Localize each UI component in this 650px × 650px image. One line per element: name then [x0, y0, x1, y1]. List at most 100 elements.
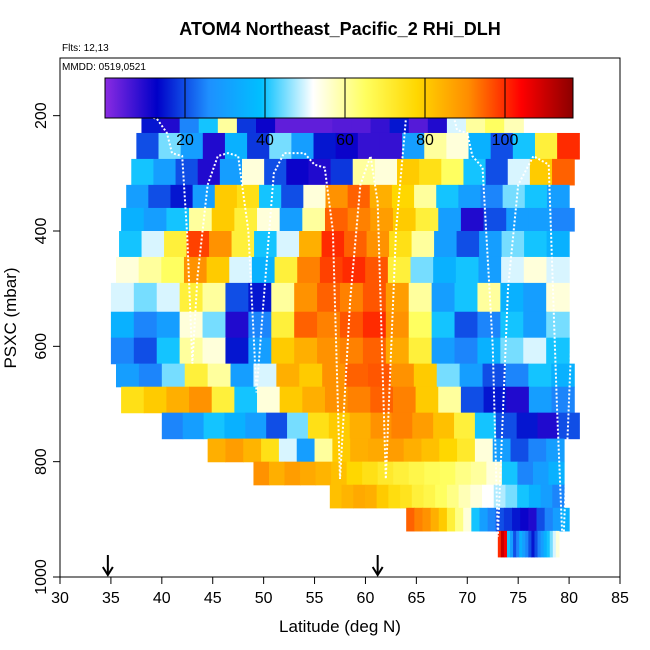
heatmap-cell [470, 461, 487, 486]
heatmap-cell [203, 412, 226, 440]
heatmap-cell [525, 530, 529, 558]
heatmap-cell [259, 184, 282, 209]
x-tick-label: 30 [51, 590, 69, 607]
heatmap-cell [454, 311, 479, 339]
heatmap-cell [264, 158, 287, 186]
heatmap-cell [460, 386, 485, 414]
heatmap-cell [503, 507, 513, 532]
heatmap-cell [189, 207, 213, 232]
heatmap-cell [268, 461, 286, 486]
heatmap-cell [299, 363, 323, 388]
heatmap-cell [433, 412, 455, 440]
heatmap-cell [294, 337, 318, 365]
heatmap-cell [482, 484, 495, 509]
heatmap-cell [436, 363, 461, 388]
heatmap-cell [324, 207, 349, 232]
heatmap-cell [369, 184, 393, 209]
chart-title: ATOM4 Northeast_Pacific_2 RHi_DLH [179, 19, 500, 39]
heatmap-cell [431, 311, 456, 339]
heatmap-cell [415, 207, 439, 232]
heatmap-cell [408, 115, 429, 134]
heatmap-cell [236, 115, 257, 134]
colorbar-tick-label: 100 [492, 132, 519, 149]
flights-text: Flts: 12,13 [62, 43, 109, 54]
heatmap-cell [253, 461, 270, 486]
x-tick-label: 40 [153, 590, 171, 607]
heatmap-cell [516, 412, 539, 440]
heatmap-cell [179, 337, 204, 365]
heatmap-cell [446, 484, 460, 509]
heatmap-cell [133, 282, 158, 313]
heatmap-cell [403, 438, 423, 463]
heatmap-cell [321, 231, 345, 258]
heatmap-cell [121, 386, 145, 414]
heatmap-cell [536, 507, 546, 532]
heatmap-cell [131, 158, 155, 186]
heatmap-cell [225, 438, 244, 463]
colorbar-tick-label: 40 [256, 132, 274, 149]
heatmap-cell [141, 115, 162, 134]
heatmap-cell [214, 184, 238, 209]
heatmap-cell [528, 507, 538, 532]
heatmap-cell [138, 256, 162, 284]
heatmap-cell [408, 311, 433, 339]
heatmap-cell [433, 256, 457, 284]
heatmap-cell [528, 207, 553, 232]
heatmap-cell [400, 484, 413, 509]
flight-track [141, 108, 581, 554]
heatmap-cell [365, 256, 389, 284]
heatmap-cell [256, 115, 276, 134]
heatmap-cell [474, 412, 497, 440]
heatmap-cell [419, 158, 442, 186]
heatmap-cell [257, 207, 281, 232]
heatmap-cell [315, 461, 332, 486]
heatmap-cells [110, 101, 580, 558]
heatmap-cell [517, 484, 530, 509]
heatmap-cell [217, 115, 238, 134]
heatmap-cell [224, 132, 248, 160]
heatmap-cell [414, 184, 437, 209]
heatmap-cell [546, 231, 570, 258]
heatmap-cell [302, 386, 326, 414]
heatmap-cell [454, 412, 476, 440]
heatmap-cell [510, 438, 529, 463]
heatmap-cell [501, 256, 525, 284]
heatmap-cell [294, 311, 318, 339]
heatmap-cell [387, 256, 412, 284]
heatmap-cell [332, 115, 353, 134]
heatmap-cell [276, 363, 300, 388]
heatmap-cell [251, 256, 276, 284]
colorbar: 20 40 60 80 100 [104, 77, 574, 149]
heatmap-cell [490, 132, 514, 160]
x-tick-label: 85 [611, 590, 629, 607]
heatmap-cell [520, 507, 529, 532]
heatmap-cell [370, 412, 393, 440]
heatmap-cell [278, 438, 298, 463]
heatmap-cell [182, 412, 205, 440]
heatmap-cell [231, 231, 255, 258]
heatmap-cell [170, 184, 194, 209]
heatmap-cell [362, 282, 387, 313]
heatmap-cell [274, 256, 298, 284]
heatmap-cell [458, 184, 482, 209]
heatmap-cell [551, 386, 575, 414]
heatmap-cell [439, 461, 456, 486]
heatmap-cell [446, 507, 456, 532]
heatmap-cell [506, 530, 511, 558]
heatmap-cell [552, 507, 562, 532]
x-tick-label: 60 [357, 590, 375, 607]
heatmap-cell [192, 184, 216, 209]
heatmap-cell [431, 282, 456, 313]
heatmap-cell [438, 507, 448, 532]
heatmap-cell [300, 461, 317, 486]
heatmap-cell [548, 461, 565, 486]
heatmap-cell [503, 530, 508, 558]
heatmap-cell [245, 412, 267, 440]
heatmap-cell [385, 282, 410, 313]
heatmap-cell [136, 132, 160, 160]
heatmap-cell [546, 337, 570, 365]
heatmap-cell [229, 256, 253, 284]
heatmap-cell [537, 412, 559, 440]
heatmap-cell [446, 132, 470, 160]
heatmap-cell [430, 507, 440, 532]
